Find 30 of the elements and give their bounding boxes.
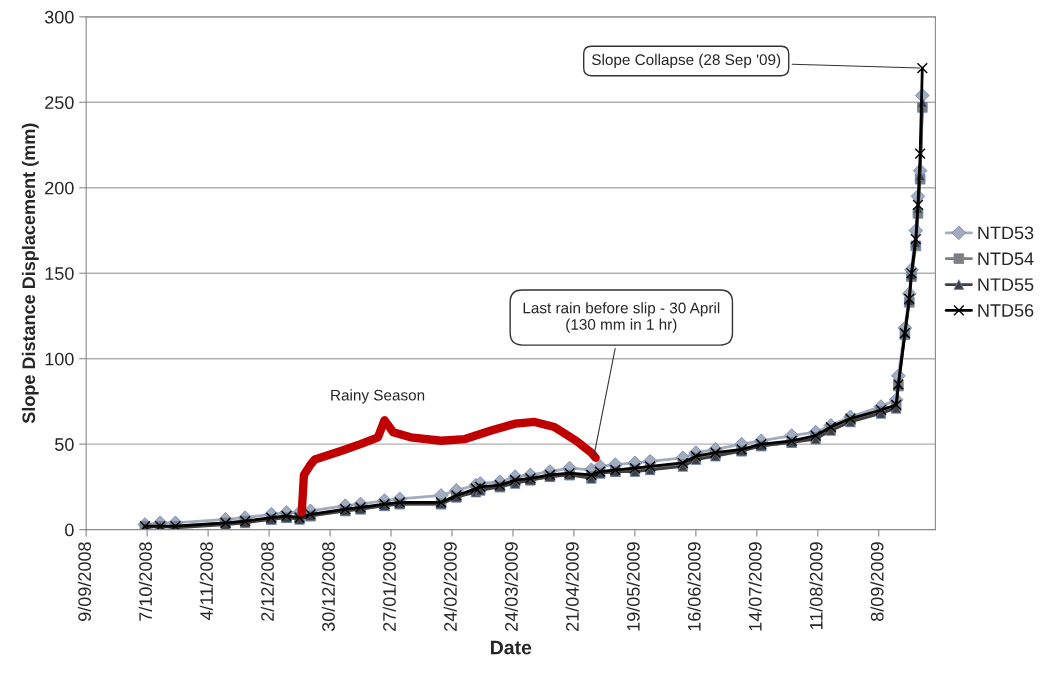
x-tick-label: 24/03/2009 (504, 542, 518, 631)
x-tick-label: 2/12/2008 (260, 542, 274, 621)
y-tick-label: 250 (45, 96, 74, 110)
annotation: Slope Collapse (28 Sep '09) (592, 53, 781, 69)
y-tick-label: 100 (45, 352, 74, 366)
legend-label: NTD56 (978, 304, 1034, 317)
x-axis-title: Date (491, 640, 532, 655)
x-tick-label: 11/08/2009 (809, 542, 823, 630)
annotation: Rainy Season (331, 389, 425, 404)
y-tick-label: 150 (45, 267, 74, 280)
y-tick-label: 0 (65, 523, 74, 537)
y-axis-title: Slope Distance Displacement (mm) (21, 123, 39, 424)
x-tick-label: 19/05/2009 (626, 542, 640, 631)
legend-label: NTD54 (978, 252, 1034, 266)
x-tick-label: 16/06/2009 (687, 542, 701, 631)
x-tick-label: 30/12/2008 (321, 542, 335, 632)
legend-label: NTD55 (978, 278, 1034, 292)
x-tick-label: 8/09/2009 (870, 542, 884, 621)
x-tick-label: 21/04/2009 (565, 542, 579, 631)
legend-label: NTD53 (978, 226, 1034, 240)
x-tick-label: 24/02/2009 (443, 542, 457, 631)
y-tick-label: 50 (55, 438, 74, 451)
y-tick-label: 200 (45, 181, 74, 195)
y-tick-label: 300 (44, 10, 74, 24)
x-tick-label: 4/11/2008 (199, 542, 213, 621)
x-tick-label: 9/09/2008 (77, 542, 92, 621)
x-tick-label: 7/10/2008 (138, 542, 152, 621)
annotation: Last rain before slip - 30 April (130 mm in 1 hr) (523, 302, 720, 333)
x-tick-label: 14/07/2009 (748, 542, 762, 631)
x-tick-label: 27/01/2009 (382, 542, 396, 631)
